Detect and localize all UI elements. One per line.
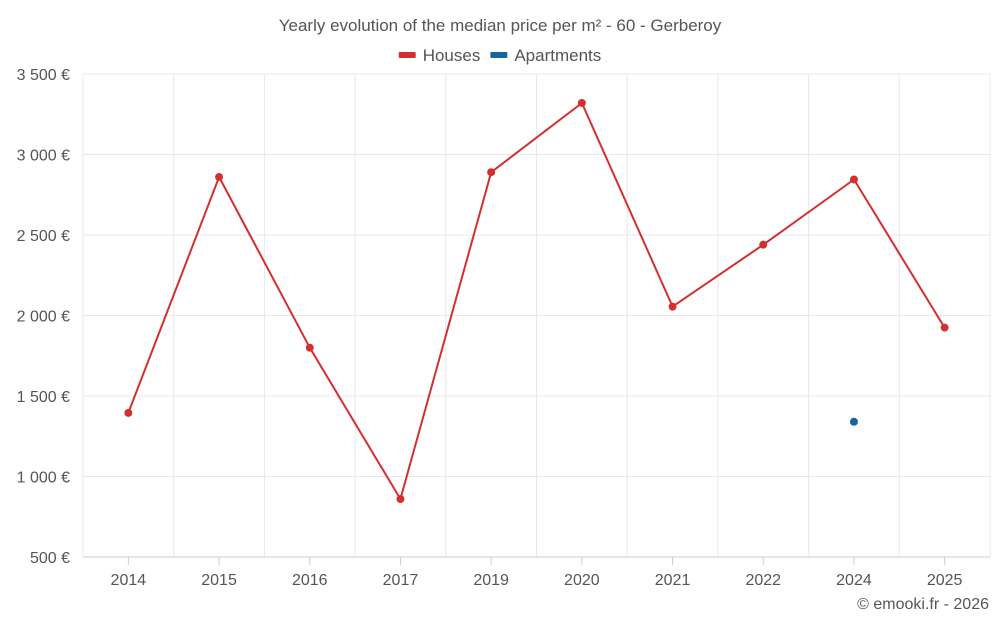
legend: Houses Apartments bbox=[398, 46, 601, 65]
credit: © emooki.fr - 2026 bbox=[857, 596, 989, 613]
legend-item-houses: Houses bbox=[398, 46, 481, 65]
x-tick-label: 2024 bbox=[836, 572, 872, 589]
plot-area bbox=[124, 98, 949, 504]
houses-point-2016 bbox=[305, 343, 314, 352]
y-tick-label: 500 € bbox=[30, 550, 70, 567]
x-tick-label: 2017 bbox=[383, 572, 419, 589]
y-tick-label: 2 000 € bbox=[17, 309, 70, 326]
houses-line bbox=[127, 102, 946, 500]
y-tick-label: 2 500 € bbox=[17, 228, 70, 245]
houses-point-2019 bbox=[487, 168, 496, 177]
houses-point-2015 bbox=[215, 173, 224, 182]
x-tick-label: 2015 bbox=[201, 572, 237, 589]
x-tick-label: 2014 bbox=[111, 572, 147, 589]
chart-title: Yearly evolution of the median price per… bbox=[279, 16, 722, 35]
apartments-point-2024 bbox=[849, 417, 858, 426]
houses-point-2014 bbox=[124, 408, 133, 417]
x-tick-label: 2021 bbox=[655, 572, 691, 589]
houses-point-2022 bbox=[759, 240, 768, 249]
grid bbox=[82, 73, 991, 558]
x-tick-label: 2025 bbox=[927, 572, 963, 589]
y-tick-label: 3 000 € bbox=[17, 148, 70, 165]
houses-point-2020 bbox=[577, 98, 586, 107]
x-tick-label: 2020 bbox=[564, 572, 600, 589]
houses-point-2021 bbox=[668, 302, 677, 311]
houses-point-2024 bbox=[849, 175, 858, 184]
x-tick-label: 2022 bbox=[745, 572, 781, 589]
houses-point-2017 bbox=[396, 495, 405, 504]
y-tick-label: 1 500 € bbox=[17, 389, 70, 406]
x-tick-label: 2016 bbox=[292, 572, 328, 589]
x-axis: 2014 2015 2016 2017 2019 2020 2021 2022 2024 2025 bbox=[111, 557, 963, 589]
x-tick-label: 2019 bbox=[473, 572, 509, 589]
y-tick-label: 3 500 € bbox=[17, 67, 70, 84]
y-tick-label: 1 000 € bbox=[17, 470, 70, 487]
legend-swatch-houses bbox=[398, 52, 416, 58]
legend-item-apartments: Apartments bbox=[490, 46, 601, 65]
legend-label-apartments: Apartments bbox=[514, 46, 601, 65]
y-axis: 500 € 1 000 € 1 500 € 2 000 € 2 500 € 3 000 €… bbox=[17, 67, 70, 567]
legend-swatch-apartments bbox=[490, 52, 508, 58]
houses-point-2025 bbox=[940, 323, 949, 332]
legend-label-houses: Houses bbox=[423, 46, 481, 65]
